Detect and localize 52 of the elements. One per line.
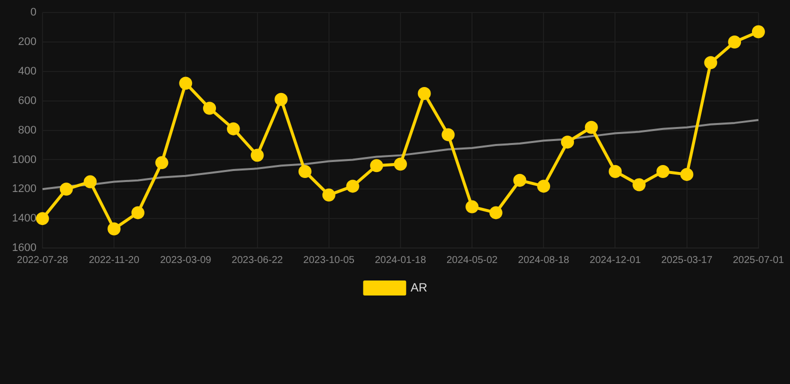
point <box>60 182 73 196</box>
point <box>203 102 216 115</box>
point <box>84 175 97 188</box>
point <box>632 178 646 192</box>
y-tick-label: 0 <box>30 6 36 19</box>
x-tick-label: 2023-10-05 <box>303 254 355 266</box>
point <box>322 188 336 202</box>
point <box>466 200 479 214</box>
y-tick-label: 800 <box>18 124 36 136</box>
point <box>155 156 168 170</box>
point <box>108 222 121 236</box>
x-tick-label: 2024-01-18 <box>374 254 426 266</box>
x-tick-label: 2024-08-18 <box>518 254 570 266</box>
y-tick-label: 200 <box>18 36 36 48</box>
point <box>537 180 550 193</box>
point <box>704 56 718 70</box>
point <box>489 206 502 220</box>
point <box>250 148 264 162</box>
y-tick-label: 1200 <box>12 183 36 196</box>
point <box>418 87 431 100</box>
y-tick-label: 400 <box>18 65 36 78</box>
point <box>36 212 49 226</box>
point <box>131 206 144 220</box>
point <box>442 128 455 142</box>
point <box>561 136 574 149</box>
point <box>179 76 192 90</box>
point <box>298 164 312 178</box>
y-tick-label: 1600 <box>12 242 36 254</box>
point <box>656 164 670 178</box>
point <box>394 158 407 171</box>
x-tick-label: 2024-05-02 <box>446 254 498 266</box>
point <box>728 36 742 49</box>
point <box>584 120 598 134</box>
point <box>226 122 240 136</box>
point <box>274 92 288 106</box>
point <box>346 180 360 193</box>
point <box>680 168 694 181</box>
x-tick-label: 2022-07-28 <box>16 254 68 266</box>
x-tick-label: 2025-03-17 <box>661 254 713 266</box>
point <box>370 159 384 172</box>
x-tick-label: 2025-07-01 <box>732 254 784 266</box>
x-tick-label: 2022-11-20 <box>88 254 140 266</box>
legend-label: AR <box>410 280 428 294</box>
point <box>608 164 622 178</box>
y-tick-label: 1000 <box>12 154 36 166</box>
point <box>752 25 765 38</box>
x-tick-label: 2023-03-09 <box>160 254 212 266</box>
point <box>513 174 526 187</box>
x-tick-label: 2023-06-22 <box>232 254 284 266</box>
x-tick-label: 2024-12-01 <box>590 254 642 266</box>
y-tick-label: 1400 <box>12 212 36 225</box>
y-tick-label: 600 <box>18 94 36 107</box>
